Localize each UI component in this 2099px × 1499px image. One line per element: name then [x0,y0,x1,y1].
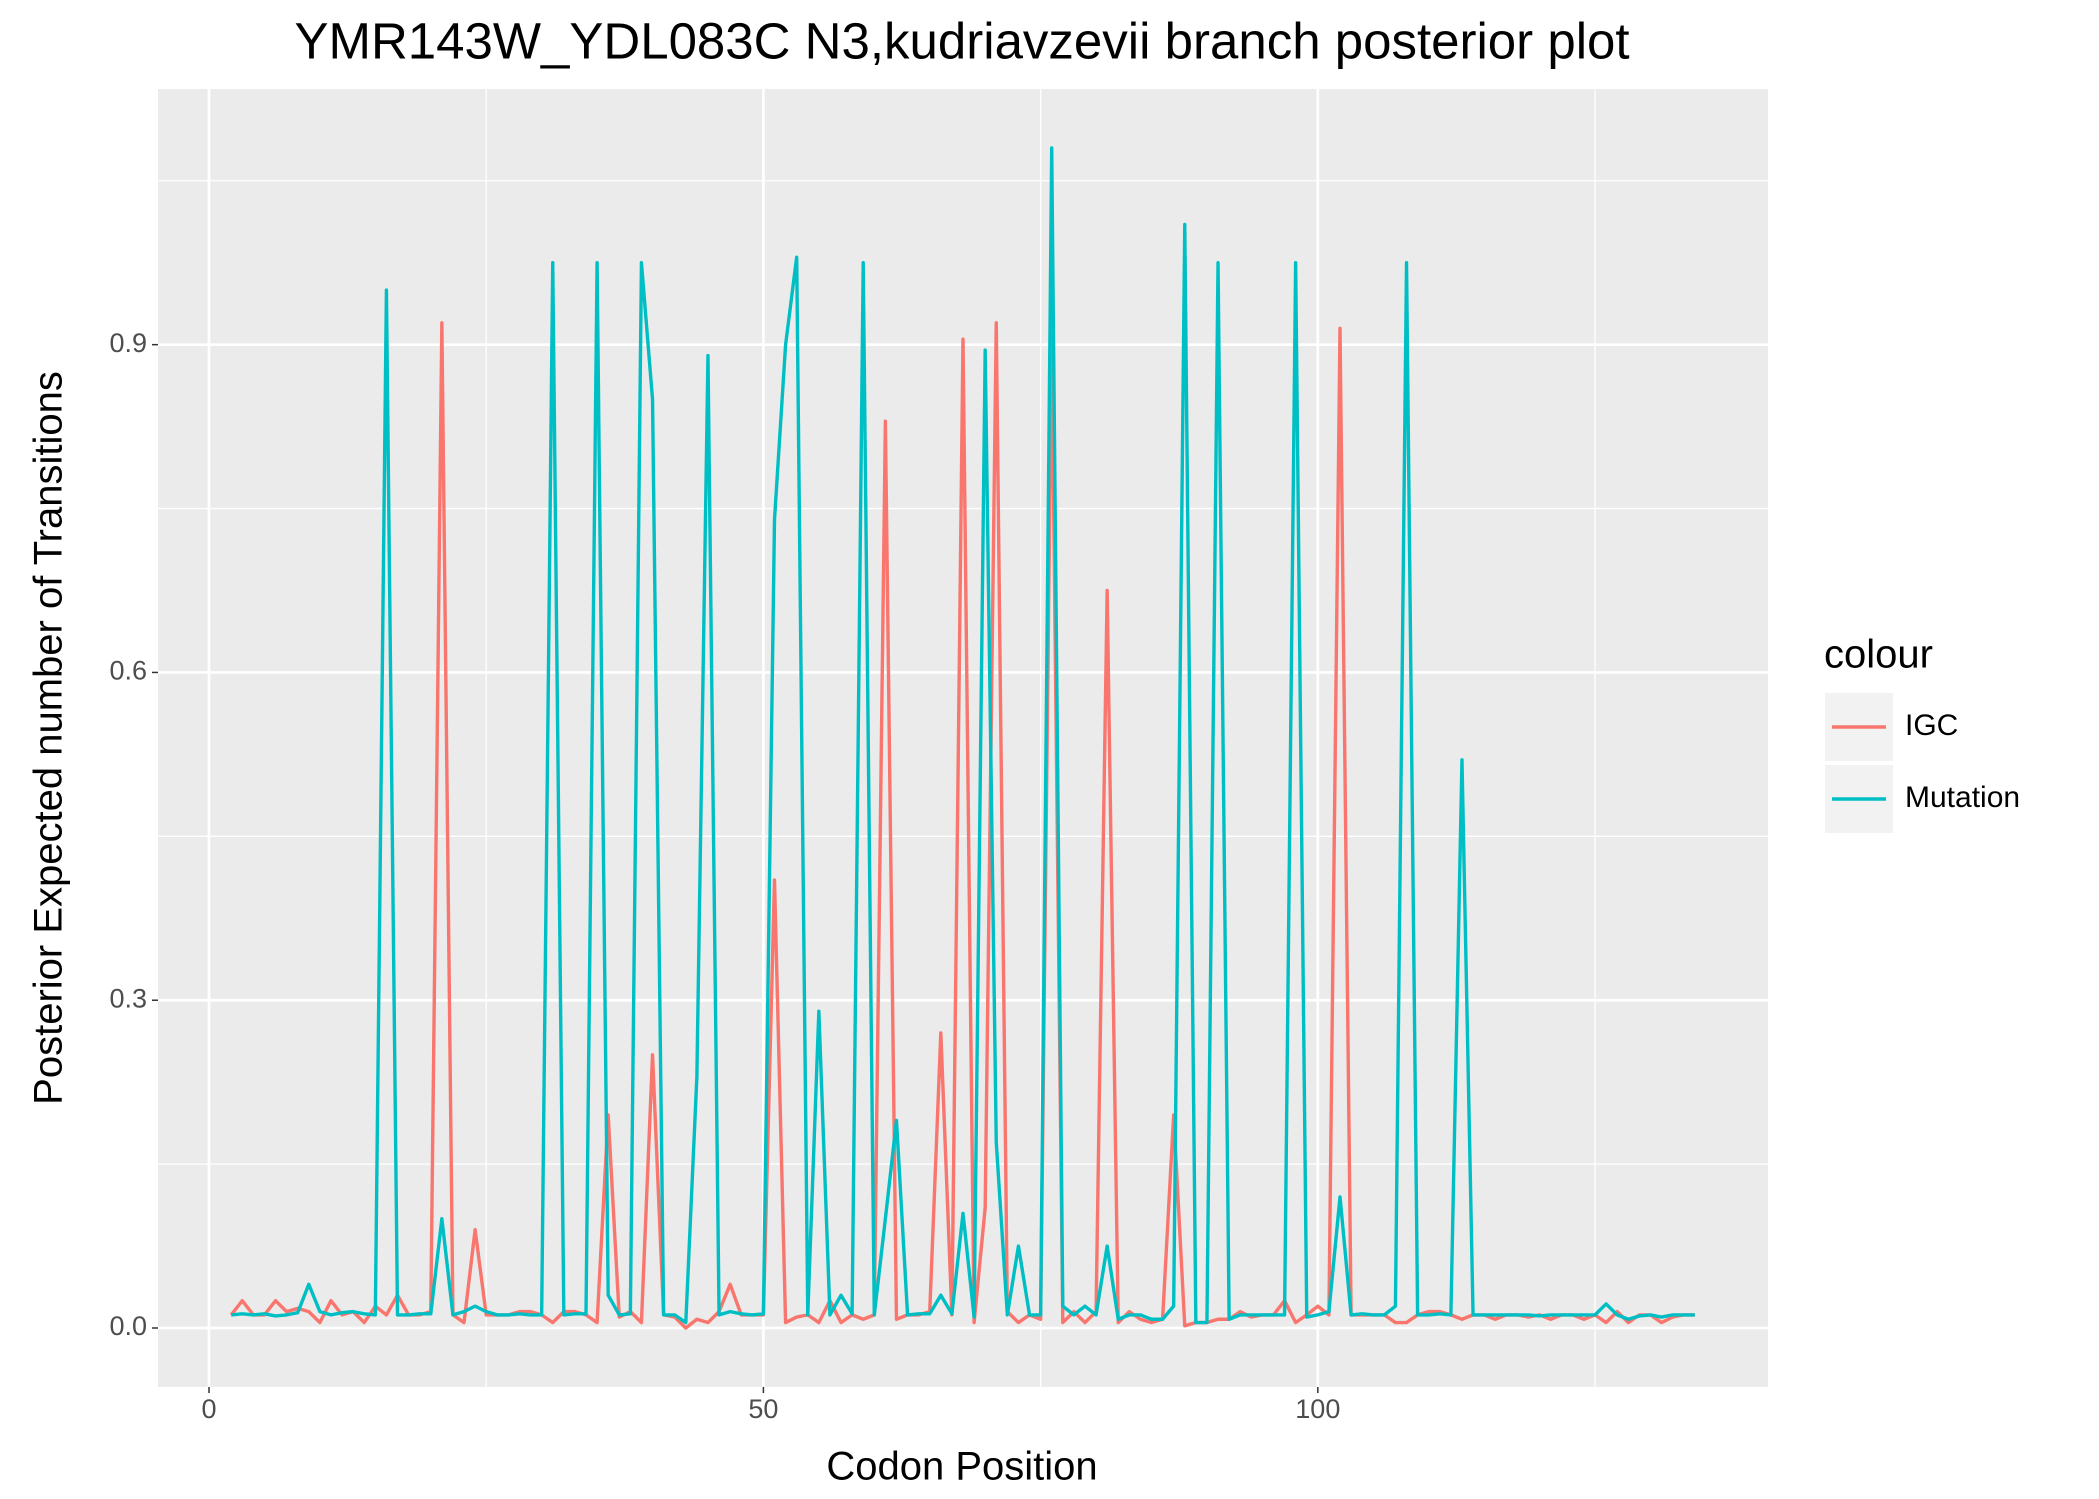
legend-label: IGC [1905,709,1958,742]
y-tick-label: 0.9 [109,328,147,358]
legend-title: colour [1824,633,1933,677]
y-tick-label: 0.6 [109,656,147,686]
plot-background [158,89,1768,1387]
legend-label: Mutation [1905,781,2020,814]
x-tick-label: 50 [748,1394,778,1424]
x-tick-label: 100 [1295,1394,1340,1424]
chart-title: YMR143W_YDL083C N3,kudriavzevii branch p… [294,12,1629,69]
y-axis-label: Posterior Expected number of Transitions [27,371,71,1105]
x-axis-label: Codon Position [826,1445,1097,1489]
y-tick-label: 0.0 [109,1311,147,1341]
x-tick-label: 0 [201,1394,216,1424]
series-line [231,146,1695,1325]
y-tick-label: 0.3 [109,983,147,1013]
